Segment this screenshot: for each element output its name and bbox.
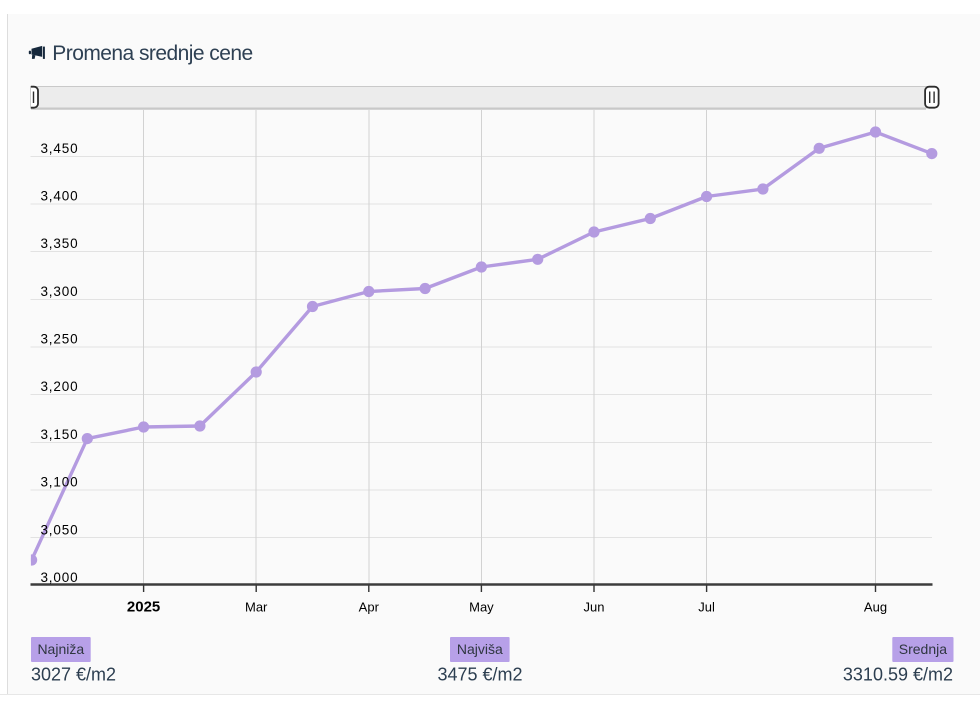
svg-text:Mar: Mar (245, 600, 268, 615)
svg-text:Najviša: Najviša (457, 641, 503, 657)
svg-text:3,150: 3,150 (40, 427, 78, 442)
svg-text:3,100: 3,100 (40, 475, 78, 490)
svg-text:3,450: 3,450 (40, 141, 78, 156)
svg-text:Apr: Apr (359, 600, 380, 615)
svg-text:Srednja: Srednja (899, 641, 947, 657)
svg-text:3,000: 3,000 (40, 570, 78, 585)
svg-text:Najniža: Najniža (37, 641, 84, 657)
svg-text:Jun: Jun (584, 600, 605, 615)
svg-text:Aug: Aug (864, 600, 887, 615)
svg-text:3475 €/m2: 3475 €/m2 (437, 665, 522, 685)
svg-text:3,250: 3,250 (40, 332, 78, 347)
svg-text:3,300: 3,300 (40, 284, 78, 299)
svg-text:3,400: 3,400 (40, 189, 78, 204)
svg-text:Jul: Jul (698, 600, 715, 615)
svg-text:3,350: 3,350 (40, 236, 78, 251)
svg-text:3,050: 3,050 (40, 522, 78, 537)
svg-text:3027 €/m2: 3027 €/m2 (31, 665, 116, 685)
svg-text:Promena srednje cene: Promena srednje cene (52, 42, 252, 65)
svg-text:May: May (469, 600, 494, 615)
svg-text:2025: 2025 (127, 599, 160, 616)
svg-text:3310.59 €/m2: 3310.59 €/m2 (843, 665, 953, 685)
svg-text:3,200: 3,200 (40, 379, 78, 394)
